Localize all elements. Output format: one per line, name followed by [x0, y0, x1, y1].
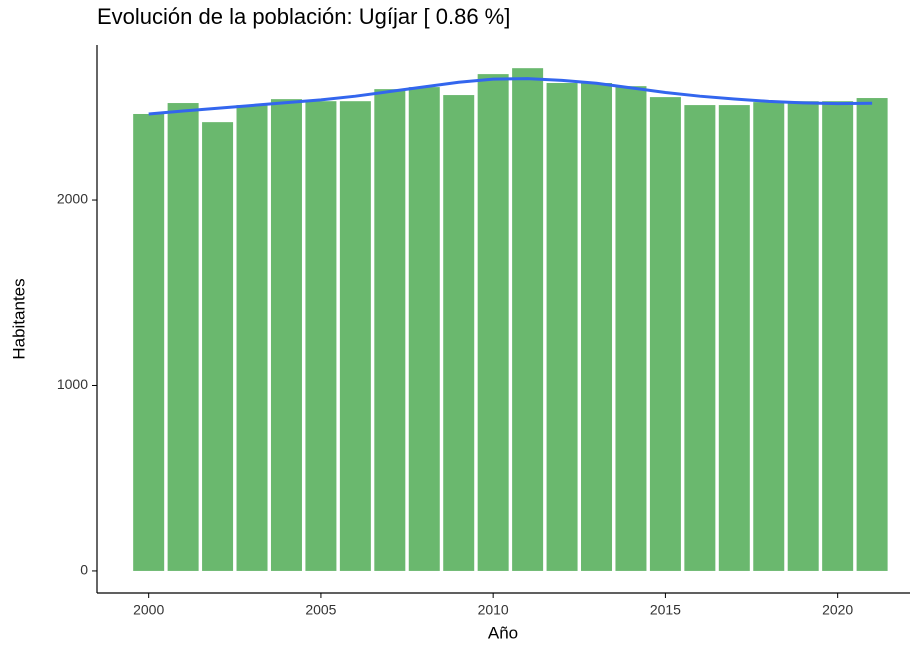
y-axis-label: Habitantes — [9, 278, 28, 359]
trend-line — [148, 77, 873, 116]
bar — [684, 105, 716, 571]
bar — [305, 101, 337, 571]
bar — [822, 101, 854, 571]
bar — [856, 98, 888, 571]
bar — [477, 74, 509, 571]
bar — [581, 83, 613, 571]
bar — [270, 99, 302, 571]
bar — [133, 113, 165, 571]
bar — [236, 105, 268, 571]
bar — [546, 83, 578, 571]
x-axis-label: Año — [488, 623, 518, 642]
y-tick-label: 1000 — [57, 376, 88, 392]
x-tick-label: 2010 — [478, 602, 509, 618]
y-tick-label: 0 — [80, 562, 88, 578]
bar — [408, 87, 440, 571]
x-tick-label: 2015 — [650, 602, 681, 618]
chart-title: Evolución de la población: Ugíjar [ 0.86… — [97, 4, 510, 29]
x-tick-label: 2005 — [305, 602, 336, 618]
bar — [615, 86, 647, 571]
bar — [649, 97, 681, 571]
bar — [374, 89, 406, 571]
bar — [512, 68, 544, 571]
x-tick-label: 2000 — [133, 602, 164, 618]
y-tick-label: 2000 — [57, 191, 88, 207]
bar — [753, 102, 785, 571]
bar — [718, 105, 750, 571]
bar — [787, 101, 819, 571]
bar — [167, 103, 199, 571]
bar — [443, 95, 475, 571]
bar — [202, 122, 234, 571]
bar — [339, 101, 371, 571]
x-tick-label: 2020 — [822, 602, 853, 618]
